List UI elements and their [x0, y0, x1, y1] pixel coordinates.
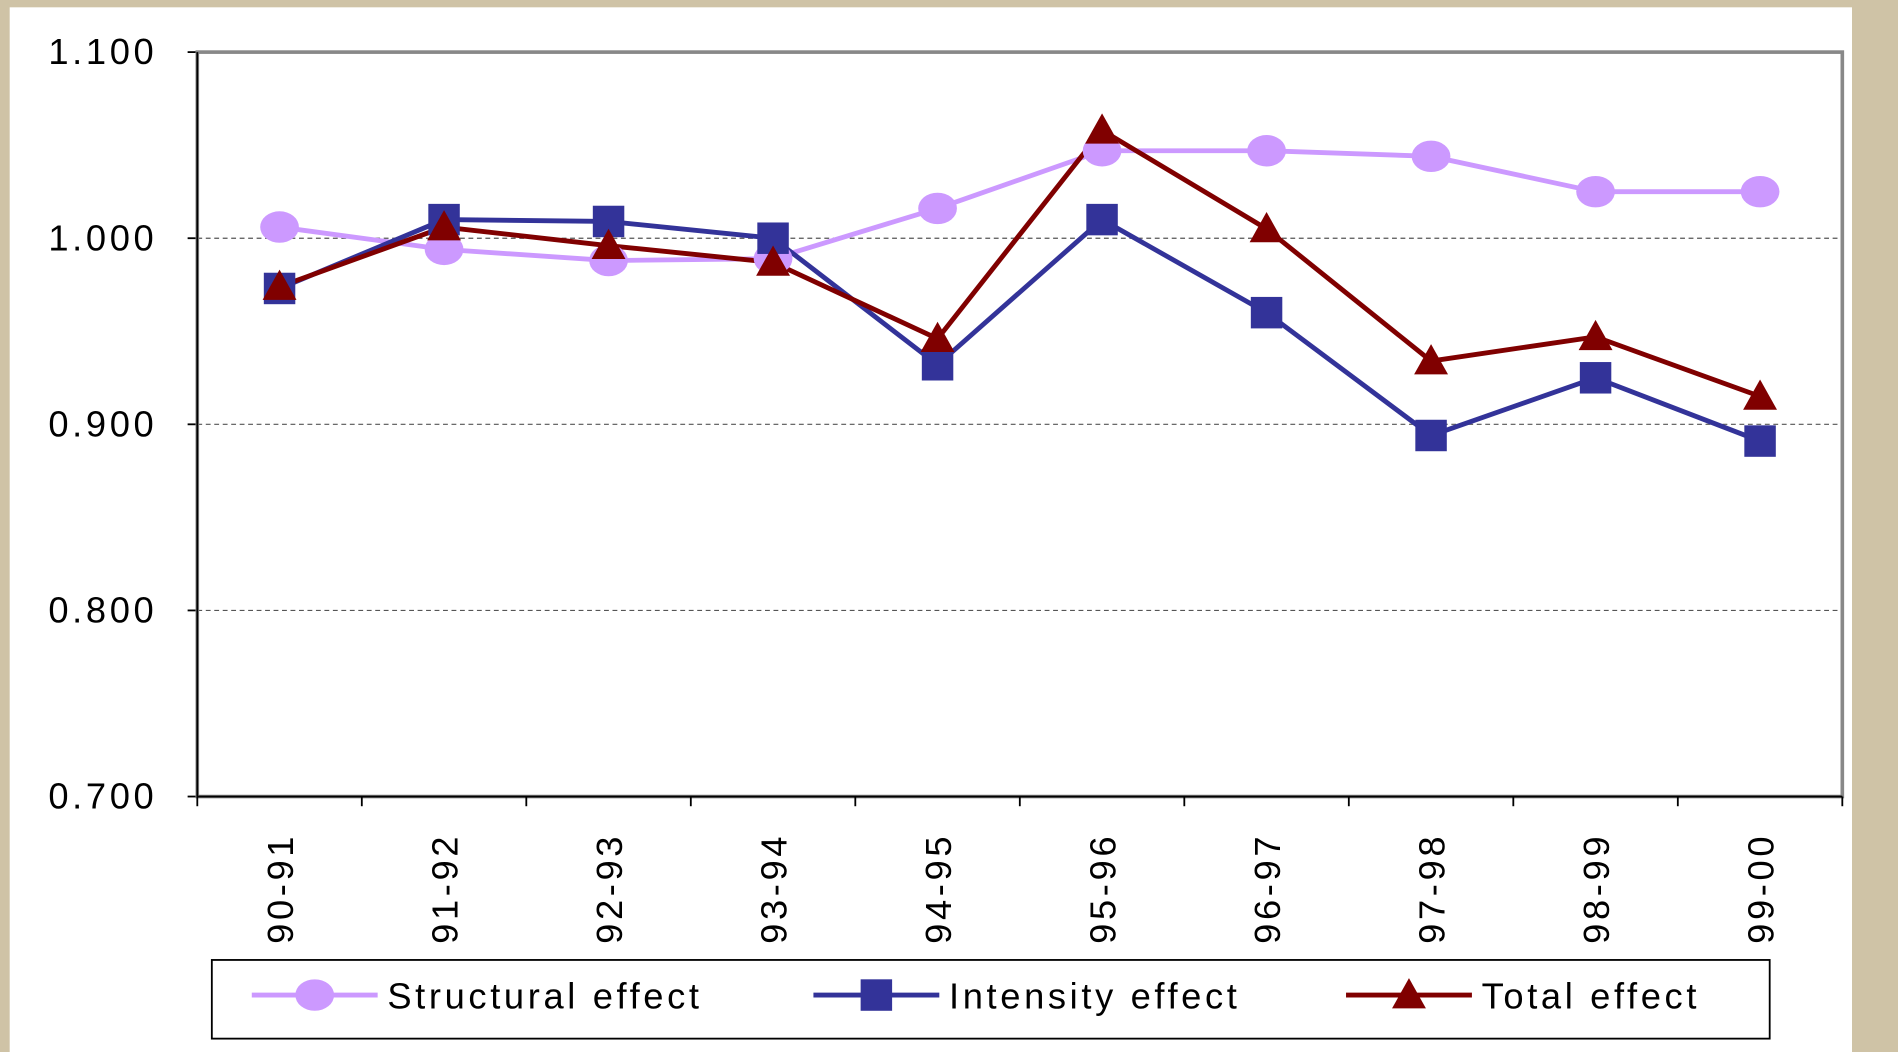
data-point [921, 349, 954, 381]
data-point [1411, 140, 1451, 173]
series-line [279, 148, 1761, 263]
data-point [1086, 203, 1118, 236]
legend-marker [295, 979, 335, 1011]
data-point [427, 210, 462, 241]
data-point [262, 269, 297, 300]
x-tick-label: 99-00 [1740, 833, 1781, 944]
x-tick-label: 96-97 [1247, 833, 1288, 944]
data-point [1743, 379, 1778, 410]
x-tick-label: 97-98 [1411, 833, 1452, 944]
x-tick-label: 94-95 [918, 833, 959, 944]
legend-label: Intensity effect [949, 975, 1240, 1016]
x-tick-label: 98-99 [1576, 833, 1617, 944]
series-line [278, 127, 1761, 399]
y-tick-label: 0.700 [48, 776, 157, 817]
data-point [424, 233, 464, 266]
legend-box [210, 959, 1771, 1040]
data-point [591, 228, 626, 259]
data-point [1415, 419, 1447, 452]
data-point [756, 245, 791, 276]
legend-label: Structural effect [387, 975, 702, 1016]
y-tick-label: 1.100 [48, 31, 157, 72]
series-line [278, 216, 1761, 444]
x-tick-label: 95-96 [1082, 833, 1123, 944]
data-point [1414, 344, 1449, 375]
x-tick-label: 93-94 [753, 833, 794, 944]
data-point [1085, 113, 1120, 144]
data-point [1579, 362, 1612, 394]
legend-label: Total effect [1482, 975, 1700, 1016]
y-tick-label: 0.800 [48, 590, 157, 631]
x-tick-label: 92-93 [589, 833, 630, 944]
data-point [1250, 296, 1283, 329]
data-point [1744, 425, 1776, 457]
data-point [1247, 135, 1286, 167]
legend-marker [1392, 978, 1426, 1009]
data-point [1249, 211, 1284, 243]
legend-marker [860, 979, 893, 1011]
x-tick-label: 90-91 [260, 833, 301, 944]
x-tick-label: 91-92 [424, 833, 465, 944]
data-point [920, 321, 955, 353]
data-point [1578, 319, 1613, 351]
y-tick-label: 0.900 [48, 403, 157, 444]
data-point [918, 192, 957, 225]
data-point [1576, 175, 1615, 208]
data-point [1740, 175, 1780, 208]
data-point [260, 211, 299, 243]
y-tick-label: 1.000 [48, 217, 157, 258]
